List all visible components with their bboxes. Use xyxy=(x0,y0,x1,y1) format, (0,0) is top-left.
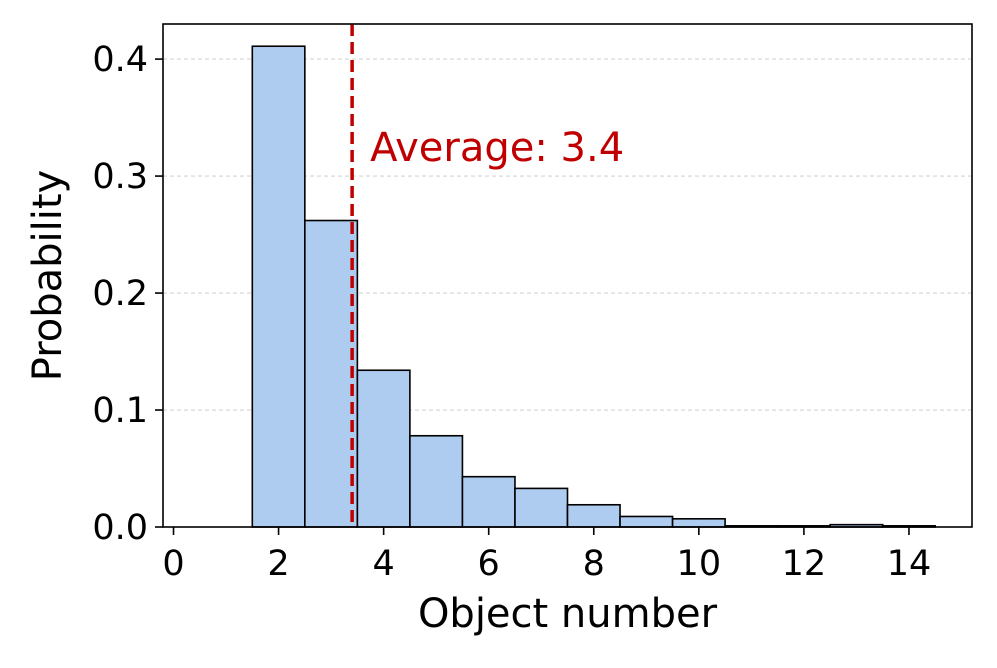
y-tick-label: 0.1 xyxy=(92,391,148,431)
average-label: Average: 3.4 xyxy=(370,125,624,171)
x-tick-label: 8 xyxy=(583,544,605,584)
histogram-bar xyxy=(671,518,726,528)
histogram-bar xyxy=(356,369,411,528)
histogram-bar xyxy=(251,45,306,528)
x-tick-label: 12 xyxy=(782,544,827,584)
y-tick-label: 0.0 xyxy=(92,508,148,548)
plot-frame xyxy=(162,23,973,528)
x-tick-label: 14 xyxy=(887,544,932,584)
histogram-bar xyxy=(304,219,359,528)
y-axis-label: Probability xyxy=(25,170,71,381)
histogram-bar xyxy=(619,515,674,528)
x-tick-label: 10 xyxy=(677,544,722,584)
histogram-bar xyxy=(514,487,569,528)
histogram-bar xyxy=(409,434,464,528)
y-tick-label: 0.4 xyxy=(92,40,148,80)
x-tick-label: 0 xyxy=(162,544,184,584)
x-tick-label: 6 xyxy=(478,544,500,584)
histogram-bar xyxy=(461,475,516,528)
average-marker: Average: 3.4 xyxy=(350,24,624,527)
x-tick-label: 2 xyxy=(267,544,289,584)
x-axis-ticks: 0 2 4 6 8 10 12 14 xyxy=(162,527,931,584)
y-axis-ticks: 0.0 0.1 0.2 0.3 0.4 xyxy=(92,40,163,548)
x-axis-label: Object number xyxy=(418,591,718,637)
y-tick-label: 0.2 xyxy=(92,274,148,314)
bars xyxy=(251,45,937,528)
histogram-bar xyxy=(566,503,621,528)
y-tick-label: 0.3 xyxy=(92,157,148,197)
x-tick-label: 4 xyxy=(372,544,394,584)
